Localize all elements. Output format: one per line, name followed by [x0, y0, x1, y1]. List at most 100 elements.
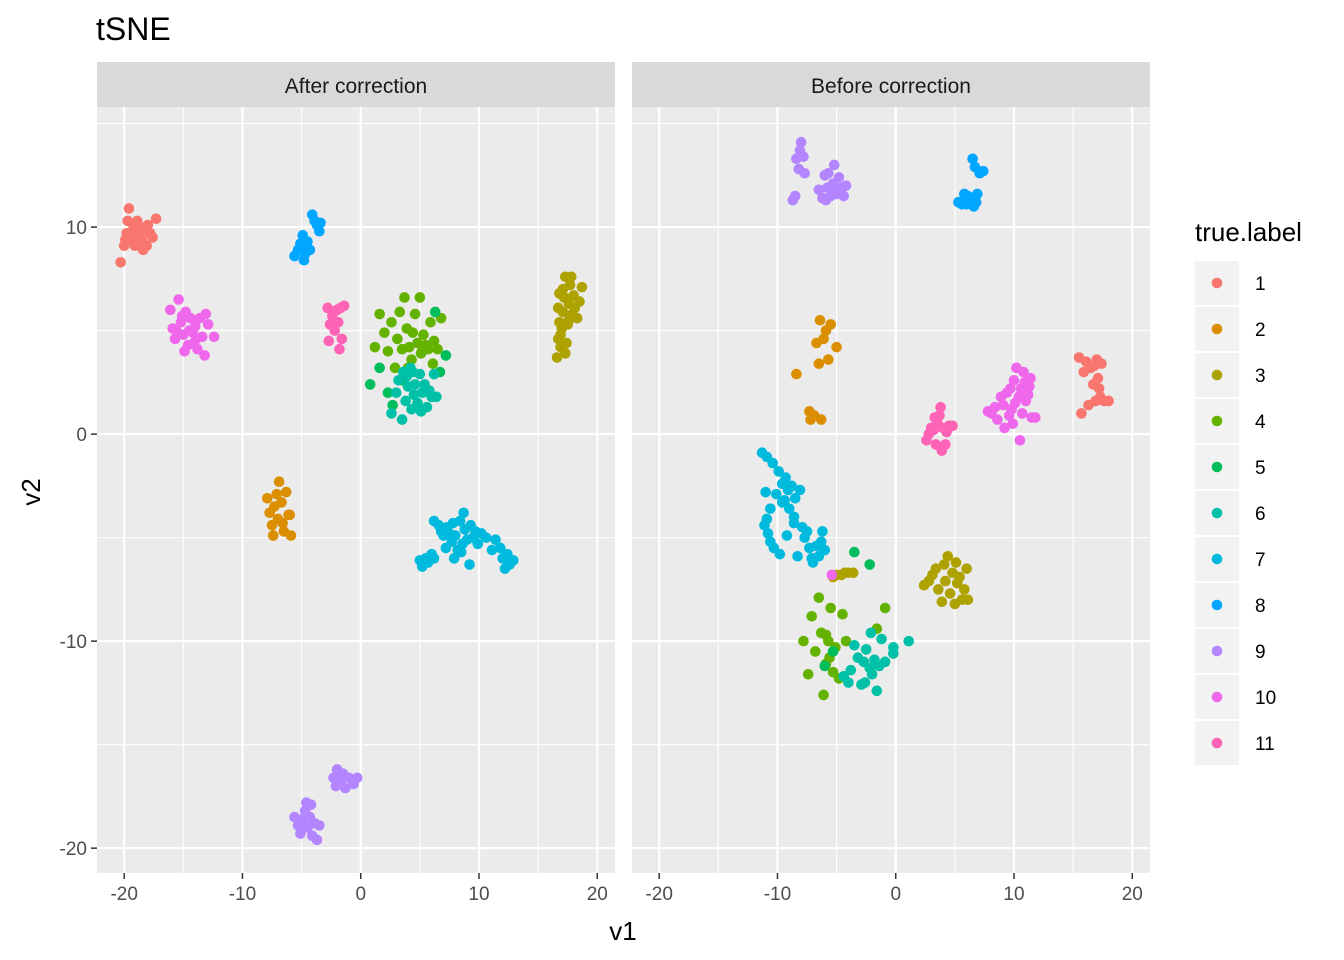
- facet-strip-label: Before correction: [811, 75, 971, 98]
- data-point: [1016, 408, 1028, 419]
- legend: true.label 1 2 3 4 5 6 7 8 9 10 11: [1195, 217, 1302, 765]
- data-point: [304, 244, 316, 256]
- data-point: [845, 664, 857, 676]
- data-point: [332, 317, 344, 328]
- legend-swatch: [1211, 599, 1223, 611]
- data-point: [454, 515, 466, 527]
- data-point: [271, 488, 283, 500]
- data-point: [407, 327, 419, 338]
- legend-swatch: [1211, 737, 1223, 749]
- data-point: [936, 596, 948, 608]
- data-point: [338, 300, 350, 312]
- data-point: [786, 480, 797, 492]
- data-point: [393, 374, 404, 386]
- data-point: [208, 331, 220, 343]
- data-point: [415, 406, 427, 417]
- data-point: [569, 302, 581, 314]
- data-point: [929, 412, 941, 423]
- data-point: [818, 689, 829, 701]
- data-point: [551, 352, 563, 363]
- legend-label: 8: [1255, 596, 1266, 617]
- series-5: [819, 546, 876, 672]
- data-point: [262, 492, 273, 504]
- y-tick-label: 0: [76, 425, 87, 446]
- data-point: [860, 644, 872, 655]
- legend-label: 6: [1255, 504, 1266, 525]
- data-point: [403, 341, 415, 353]
- data-point: [865, 627, 877, 639]
- data-point: [396, 414, 408, 425]
- data-point: [490, 534, 501, 545]
- data-point: [440, 350, 452, 361]
- data-point: [455, 546, 467, 558]
- data-point: [831, 341, 842, 353]
- data-point: [432, 343, 443, 355]
- data-point: [340, 782, 351, 794]
- data-point: [1007, 418, 1019, 430]
- data-point: [277, 517, 288, 529]
- data-point: [977, 165, 989, 177]
- series-8: [953, 153, 989, 212]
- data-point: [392, 333, 403, 345]
- legend-item: 4: [1195, 399, 1266, 443]
- data-point: [555, 329, 566, 341]
- data-point: [328, 306, 339, 318]
- data-point: [819, 544, 831, 556]
- data-point: [820, 629, 832, 641]
- data-point: [409, 308, 421, 320]
- data-point: [170, 325, 182, 336]
- data-point: [296, 242, 307, 254]
- data-point: [767, 457, 779, 469]
- data-point: [1008, 374, 1020, 386]
- data-point: [972, 188, 983, 200]
- data-point: [173, 294, 184, 305]
- legend-item: 3: [1195, 353, 1266, 397]
- data-point: [992, 414, 1003, 425]
- data-point: [801, 526, 813, 537]
- data-point: [115, 256, 126, 268]
- data-point: [448, 553, 460, 564]
- data-point: [776, 497, 788, 508]
- data-point: [323, 335, 335, 347]
- data-point: [871, 685, 883, 697]
- data-point: [876, 633, 887, 645]
- data-point: [428, 335, 440, 347]
- data-point: [802, 668, 814, 680]
- data-point: [369, 341, 381, 353]
- series-7: [414, 507, 519, 574]
- data-point: [408, 389, 420, 401]
- data-point: [864, 559, 876, 570]
- data-point: [849, 546, 860, 558]
- x-tick-label: -20: [110, 884, 137, 905]
- x-tick-label: -20: [645, 884, 672, 905]
- data-point: [789, 492, 801, 504]
- data-point: [820, 194, 832, 206]
- data-point: [1089, 360, 1100, 372]
- series-1: [115, 203, 162, 268]
- data-point: [1024, 381, 1035, 392]
- data-point: [1005, 383, 1016, 394]
- legend-title: true.label: [1195, 217, 1302, 247]
- data-point: [1025, 372, 1036, 384]
- legend-item: 7: [1195, 537, 1266, 581]
- data-point: [813, 592, 825, 603]
- legend-label: 9: [1255, 642, 1266, 663]
- data-point: [176, 310, 188, 322]
- data-point: [813, 184, 825, 196]
- legend-swatch: [1211, 369, 1223, 381]
- data-point: [428, 553, 440, 564]
- data-point: [314, 225, 325, 237]
- data-point: [761, 513, 773, 525]
- data-point: [414, 292, 426, 303]
- data-point: [389, 362, 401, 374]
- legend-swatch: [1211, 461, 1223, 473]
- data-point: [472, 538, 484, 550]
- data-point: [954, 571, 965, 583]
- data-point: [788, 517, 800, 529]
- series-9: [787, 136, 852, 206]
- x-axis-title: v1: [609, 916, 636, 946]
- data-point: [770, 488, 782, 500]
- points-layer: [756, 136, 1114, 701]
- data-point: [888, 648, 899, 659]
